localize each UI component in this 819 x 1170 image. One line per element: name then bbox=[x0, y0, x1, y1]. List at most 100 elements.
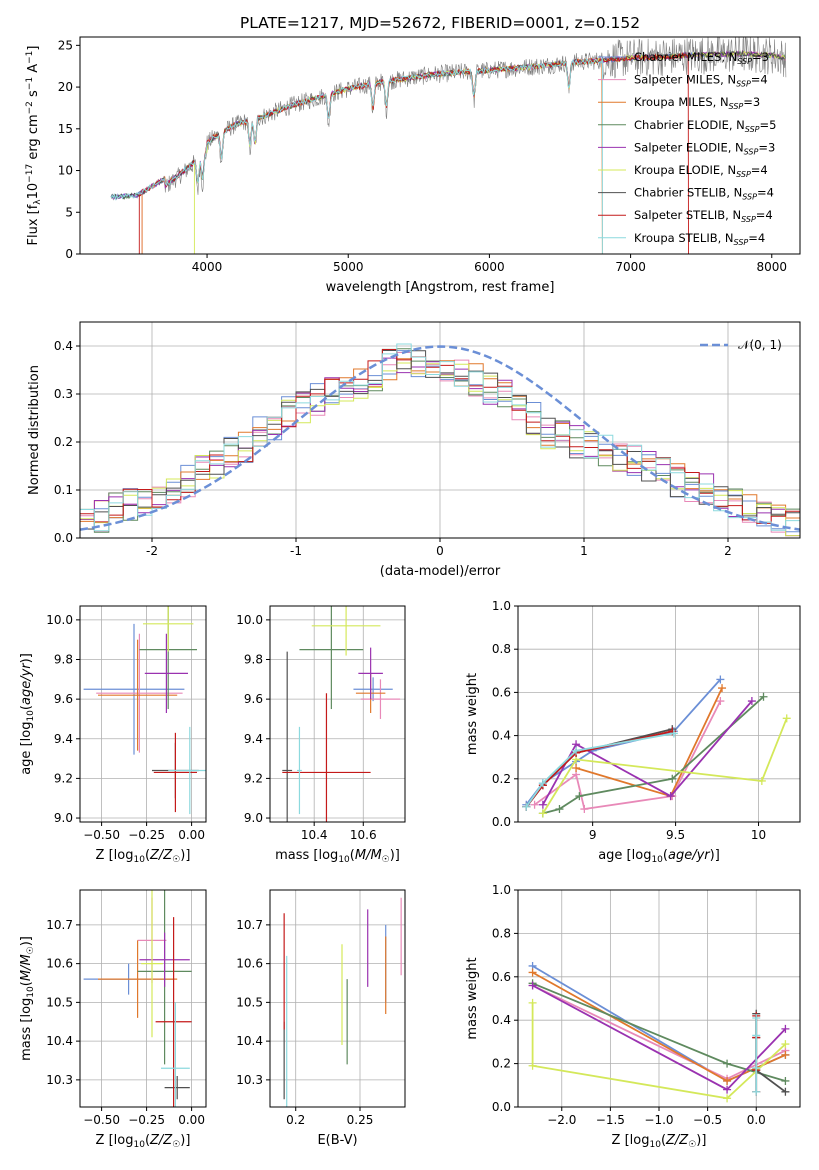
x-tick-label: −0.50 bbox=[83, 1113, 120, 1127]
axes-frame bbox=[517, 605, 801, 823]
x-tick-label: 0.00 bbox=[178, 1113, 205, 1127]
series-marker bbox=[528, 981, 537, 990]
errorbar-plot-area bbox=[283, 897, 402, 1107]
x-tick-label: −0.25 bbox=[128, 1113, 165, 1127]
y-tick-label: 15 bbox=[58, 122, 73, 136]
y-tick-label: 10 bbox=[58, 164, 73, 178]
chart-mass-weight-vs-z: −2.0 −1.5 −1.0 −0.5 0.0 0.0 0.2 0.4 0.6 0.8 1.0 Z [… bbox=[465, 883, 801, 1150]
y-tick-label: 1.0 bbox=[492, 599, 511, 613]
legend-entry: 𝒩(0, 1) bbox=[738, 338, 782, 352]
y-tick-label: 0 bbox=[65, 247, 73, 261]
x-tick-label: 8000 bbox=[756, 260, 787, 274]
figure-title: PLATE=1217, MJD=52672, FIBERID=0001, z=0… bbox=[240, 14, 640, 32]
y-axis-label: Normed distribution bbox=[27, 365, 42, 495]
series-marker bbox=[528, 998, 537, 1007]
y-tick-label: 10.0 bbox=[46, 613, 73, 627]
series-line bbox=[525, 732, 675, 808]
x-tick-label: −2.0 bbox=[547, 1113, 576, 1127]
chart-mass-weight-vs-age: 9 9.5 10 0.0 0.2 0.4 0.6 0.8 1.0 age [log10(age/y… bbox=[465, 599, 801, 865]
series-marker bbox=[538, 800, 547, 809]
series-marker bbox=[723, 1094, 732, 1103]
y-tick-label: 25 bbox=[58, 38, 73, 52]
series-marker bbox=[757, 776, 766, 785]
axes-frame bbox=[79, 36, 801, 255]
y-tick-label: 0.6 bbox=[492, 685, 511, 699]
series-marker bbox=[530, 800, 539, 809]
series-marker bbox=[781, 1050, 790, 1059]
histogram-plot-area bbox=[80, 343, 800, 538]
x-tick-label: 10 bbox=[751, 828, 766, 842]
legend-entry: Chabrier ELODIE, NSSP=5 bbox=[634, 118, 776, 134]
series-marker bbox=[781, 1024, 790, 1033]
y-tick-label: 9.4 bbox=[244, 732, 263, 746]
y-axis-label: mass weight bbox=[465, 673, 480, 755]
series-marker bbox=[752, 1014, 761, 1023]
axes-frame bbox=[269, 889, 406, 1108]
y-tick-label: 9.0 bbox=[54, 811, 73, 825]
x-tick-label: 1 bbox=[580, 544, 588, 558]
chart-mass-vs-ebv: 0.2 0.25 10.3 10.4 10.5 10.6 10.7 E(B-V) bbox=[236, 889, 406, 1148]
axes-frame bbox=[269, 605, 406, 823]
series-marker bbox=[759, 692, 768, 701]
y-tick-label: 0.2 bbox=[492, 1057, 511, 1071]
chart-mass-vs-z: −0.50 −0.25 0.00 10.3 10.4 10.5 10.6 10.7 Z [log… bbox=[19, 889, 207, 1150]
y-tick-label: 0.0 bbox=[492, 1100, 511, 1114]
series-marker bbox=[580, 805, 589, 814]
y-tick-label: 5 bbox=[65, 205, 73, 219]
y-tick-label: 10.0 bbox=[236, 613, 263, 627]
y-tick-label: 0.2 bbox=[492, 772, 511, 786]
y-tick-label: 10.5 bbox=[236, 995, 263, 1009]
series-marker bbox=[718, 684, 727, 693]
x-tick-label: 0.2 bbox=[286, 1113, 305, 1127]
spectrum-legend: Chabrier MILES, NSSP=3 Salpeter MILES, NS… bbox=[598, 50, 776, 247]
x-tick-label: 0.0 bbox=[747, 1113, 766, 1127]
x-tick-label: -1 bbox=[290, 544, 302, 558]
y-tick-label: 0.1 bbox=[54, 483, 73, 497]
x-tick-label: −1.5 bbox=[596, 1113, 625, 1127]
legend-entry: Chabrier MILES, NSSP=3 bbox=[634, 50, 769, 66]
y-axis-label: Flux [fλ10−17 erg cm−2 s−1 A−1] bbox=[25, 46, 43, 246]
line-plot-area bbox=[528, 961, 790, 1103]
series-marker bbox=[522, 802, 531, 811]
x-axis-label: age [log10(age/yr)] bbox=[598, 848, 720, 865]
series-marker bbox=[555, 805, 564, 814]
y-tick-label: 9.6 bbox=[54, 692, 73, 706]
series-marker bbox=[782, 714, 791, 723]
x-tick-label: 0.25 bbox=[347, 1113, 374, 1127]
series-line bbox=[542, 700, 753, 806]
x-tick-label: -2 bbox=[146, 544, 158, 558]
chart-age-vs-z: −0.50 −0.25 0.00 9.0 9.2 9.4 9.6 9.8 10.0 Z [log1… bbox=[19, 605, 207, 865]
y-tick-label: 9.2 bbox=[244, 771, 263, 785]
legend-entry: Salpeter ELODIE, NSSP=3 bbox=[634, 140, 775, 156]
y-tick-label: 0.3 bbox=[54, 387, 73, 401]
y-axis-label: age [log10(age/yr)] bbox=[19, 653, 36, 775]
axes-frame bbox=[79, 889, 207, 1108]
x-axis-label: (data-model)/error bbox=[380, 564, 501, 579]
x-tick-label: −0.5 bbox=[693, 1113, 722, 1127]
series-line bbox=[542, 717, 788, 814]
y-tick-label: 0.4 bbox=[492, 729, 511, 743]
legend-entry: Salpeter STELIB, NSSP=4 bbox=[634, 208, 773, 224]
legend-entry: Kroupa ELODIE, NSSP=4 bbox=[634, 163, 768, 179]
y-tick-label: 9.6 bbox=[244, 692, 263, 706]
chart-residual-histogram: -2 -1 0 1 2 0.0 0.1 0.2 0.3 0.4 (data-model)/error… bbox=[27, 321, 801, 579]
errorbar-plot-area bbox=[83, 890, 192, 1107]
x-axis-label: wavelength [Angstrom, rest frame] bbox=[326, 280, 555, 295]
y-tick-label: 10.5 bbox=[46, 995, 73, 1009]
x-tick-label: −0.50 bbox=[83, 828, 120, 842]
y-tick-label: 20 bbox=[58, 80, 73, 94]
x-tick-label: −1.0 bbox=[644, 1113, 673, 1127]
series-marker bbox=[666, 792, 675, 801]
x-axis-label: Z [log10(Z/Z☉)] bbox=[96, 1133, 191, 1150]
y-tick-label: 10.7 bbox=[46, 918, 73, 932]
line-plot-area bbox=[522, 675, 791, 818]
x-axis-label: Z [log10(Z/Z☉)] bbox=[96, 848, 191, 865]
y-tick-label: 0.8 bbox=[492, 642, 511, 656]
x-tick-label: 10.4 bbox=[301, 828, 328, 842]
x-tick-label: −0.25 bbox=[128, 828, 165, 842]
series-marker bbox=[723, 1076, 732, 1085]
y-tick-label: 0.2 bbox=[54, 435, 73, 449]
series-marker bbox=[538, 809, 547, 818]
legend-entry: Kroupa MILES, NSSP=3 bbox=[634, 95, 760, 111]
y-tick-label: 9.8 bbox=[244, 653, 263, 667]
